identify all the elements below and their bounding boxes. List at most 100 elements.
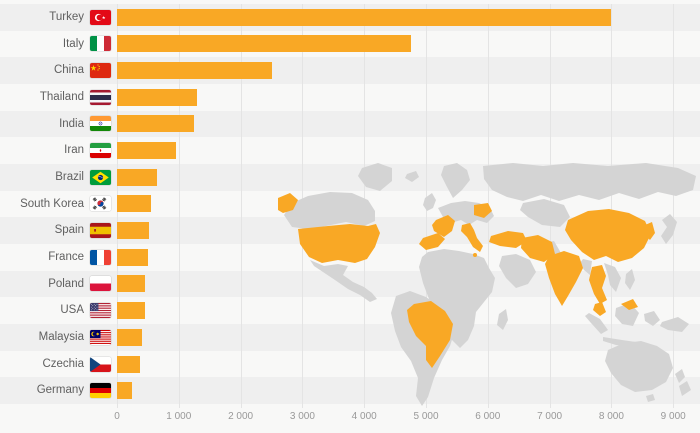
bar-row: South Korea <box>0 191 700 218</box>
country-label: Czechia <box>42 357 84 370</box>
map-region-tasmania <box>646 394 655 402</box>
value-bar <box>117 35 411 53</box>
china-flag-icon <box>90 63 111 79</box>
map-region-madagascar <box>497 309 508 330</box>
map-region-alaska-highlight <box>278 193 298 213</box>
spain-flag-icon <box>90 223 111 239</box>
bar-row: Germany <box>0 377 700 404</box>
bar-row: France <box>0 244 700 271</box>
map-region-sicily-highlight <box>473 253 477 257</box>
x-axis-tick-label: 8 000 <box>598 411 624 422</box>
value-bar <box>117 88 198 106</box>
bar-row: China <box>0 57 700 84</box>
map-region-mexico <box>310 260 377 302</box>
bar-row: Malaysia <box>0 324 700 351</box>
map-region-central-asia <box>520 199 570 227</box>
country-label: Poland <box>48 277 84 290</box>
x-axis-tick-label: 4 000 <box>351 411 377 422</box>
map-region-spain-highlight <box>419 233 445 250</box>
bar-row: Czechia <box>0 351 700 378</box>
row-stripe <box>0 110 700 138</box>
thailand-flag-icon <box>90 89 111 105</box>
map-region-france-highlight <box>432 215 455 237</box>
x-axis-tick-label: 9 000 <box>660 411 686 422</box>
map-region-china-highlight <box>565 209 651 262</box>
x-axis-tick-label: 7 000 <box>537 411 563 422</box>
x-axis-tick-label: 5 000 <box>413 411 439 422</box>
iran-flag-icon <box>90 143 111 159</box>
map-region-iran-highlight <box>521 235 555 262</box>
gridline <box>611 4 613 408</box>
country-label: India <box>59 117 84 130</box>
map-region-south-korea-highlight <box>644 222 655 240</box>
bar-row: Spain <box>0 217 700 244</box>
south-korea-flag-icon <box>90 196 111 212</box>
value-bar <box>117 168 158 186</box>
map-region-australia <box>605 341 673 392</box>
map-region-borneo <box>615 303 639 326</box>
gridline <box>673 4 675 408</box>
czechia-flag-icon <box>90 356 111 372</box>
germany-flag-icon <box>90 383 111 399</box>
bar-row: India <box>0 111 700 138</box>
map-region-russia <box>483 163 696 201</box>
country-label: Thailand <box>39 91 84 103</box>
country-label: USA <box>60 304 84 317</box>
country-label: Brazil <box>55 171 84 184</box>
bar-row: Italy <box>0 31 700 58</box>
gridline <box>178 4 180 408</box>
map-region-philippines <box>625 269 635 290</box>
country-label: Turkey <box>49 11 84 23</box>
value-bar <box>117 355 140 373</box>
map-region-thailand-highlight <box>589 265 607 304</box>
value-bar <box>117 222 150 240</box>
x-axis-tick-label: 6 000 <box>475 411 501 422</box>
map-region-myanmar <box>580 259 592 275</box>
x-axis-tick-label: 0 <box>114 411 120 422</box>
map-region-canada <box>284 192 375 229</box>
map-region-africa <box>419 249 495 348</box>
map-region-greenland <box>358 163 392 191</box>
value-bar <box>117 195 151 213</box>
world-map-background <box>278 163 696 406</box>
map-region-arabia <box>499 254 536 288</box>
map-region-brazil-highlight <box>407 301 453 368</box>
country-label: South Korea <box>20 197 84 210</box>
map-region-italy-highlight <box>461 223 483 252</box>
italy-flag-icon <box>90 36 111 52</box>
x-axis-tick-label: 3 000 <box>289 411 315 422</box>
country-label: Germany <box>36 384 84 397</box>
value-bar <box>117 142 176 160</box>
map-region-japan <box>661 214 677 244</box>
bar-row: Iran <box>0 137 700 164</box>
map-region-iceland <box>405 171 419 182</box>
map-region-scandinavia <box>441 163 470 198</box>
bar-row: Thailand <box>0 84 700 111</box>
country-label: Iran <box>64 144 84 157</box>
gridline <box>240 4 242 408</box>
map-region-new-guinea <box>660 317 689 332</box>
poland-flag-icon <box>90 276 111 292</box>
bar-row: Brazil <box>0 164 700 191</box>
value-bar <box>117 8 612 26</box>
value-bar <box>117 62 272 80</box>
bar-row: Turkey <box>0 4 700 31</box>
turkey-flag-icon <box>90 9 111 25</box>
x-axis-tick-label: 2 000 <box>228 411 254 422</box>
brazil-flag-icon <box>90 169 111 185</box>
map-region-sulawesi <box>644 311 660 326</box>
value-bar <box>117 275 146 293</box>
map-region-india-highlight <box>545 251 583 306</box>
value-bar <box>117 382 132 400</box>
map-region-indochina <box>604 263 621 292</box>
map-region-new-zealand-north <box>675 369 685 383</box>
country-label: China <box>53 64 84 77</box>
map-region-usa-highlight <box>298 224 380 263</box>
map-region-malaysia-highlight <box>593 302 606 316</box>
malaysia-flag-icon <box>90 329 111 345</box>
map-region-uk <box>423 193 436 211</box>
country-label: Spain <box>54 224 84 237</box>
usa-flag-icon <box>90 303 111 319</box>
row-stripe <box>0 377 700 405</box>
